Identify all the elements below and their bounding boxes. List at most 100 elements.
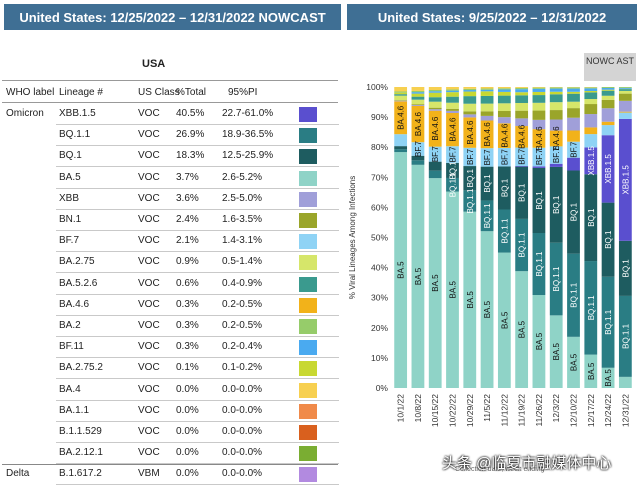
y-tick-label: 20% — [371, 323, 388, 333]
bar-segment — [584, 147, 598, 175]
segment-label: BQ.1.1 — [604, 309, 613, 334]
segment-label: BF.7 — [535, 149, 544, 166]
segment-label: BQ.1 — [449, 161, 458, 180]
table-header: WHO label Lineage # US Class %Total 95%P… — [2, 80, 338, 103]
bar-segment — [428, 109, 442, 111]
segment-label: BQ.1 — [483, 174, 492, 193]
table-row: BA.4.6 VOC 0.3% 0.2-0.5% — [2, 295, 339, 316]
table-row: Delta B.1.617.2 VBM 0.0% 0.0-0.0% — [2, 464, 339, 486]
segment-label: BA.5 — [604, 369, 613, 387]
bar-segment — [601, 89, 615, 91]
bar-segment — [428, 110, 442, 147]
segment-label: BA.4.6 — [518, 124, 527, 149]
x-tick-label: 11/26/22 — [534, 394, 544, 427]
bar-segment — [463, 211, 477, 388]
bar-segment — [411, 104, 425, 106]
bar-segment — [497, 209, 511, 253]
bar-segment — [549, 102, 563, 111]
bar-segment — [463, 190, 477, 212]
x-tick-label: 10/29/22 — [465, 394, 475, 427]
row-us-class: VOC — [138, 404, 160, 416]
x-tick-label: 10/22/22 — [448, 394, 458, 427]
row-us-class: VOC — [138, 298, 160, 310]
bar-segment — [532, 166, 546, 168]
header-lineage: Lineage # — [59, 87, 103, 98]
row-lineage: XBB.1.5 — [59, 108, 96, 119]
bar-segment — [618, 89, 632, 91]
bar-segment — [515, 118, 529, 127]
bar-segment — [549, 94, 563, 103]
lineage-color-swatch — [299, 382, 317, 398]
lineage-color-swatch — [299, 403, 317, 419]
bar-segment — [532, 95, 546, 103]
bar-segment — [549, 87, 563, 89]
x-tick-label: 10/8/22 — [413, 394, 423, 423]
lineage-color-swatch — [299, 107, 317, 122]
bar-segment — [394, 100, 408, 101]
row-lineage: BA.1.1 — [59, 404, 90, 416]
bar-segment — [480, 166, 494, 201]
variant-proportions-table: USA WHO label Lineage # US Class %Total … — [2, 52, 339, 486]
bar-segment — [584, 261, 598, 355]
bar-segment — [549, 146, 563, 164]
bar-segment — [480, 88, 494, 90]
row-divider — [56, 337, 339, 359]
row-divider — [56, 401, 339, 422]
bar-segment — [428, 87, 442, 90]
bar-segment — [584, 88, 598, 92]
lineage-color-swatch — [299, 297, 317, 313]
segment-label: BA.4.6 — [535, 126, 544, 151]
bar-segment — [463, 87, 477, 89]
x-tick-label: 11/19/22 — [517, 394, 527, 427]
row-total: 0.0% — [176, 404, 199, 416]
segment-label: BQ.1.1 — [518, 232, 527, 257]
bar-segment — [532, 91, 546, 96]
row-total: 0.3% — [176, 298, 199, 310]
bar-segment — [394, 134, 408, 147]
row-lineage: BA.2 — [59, 320, 81, 331]
bar-segment — [497, 252, 511, 388]
row-lineage: BA.2.12.1 — [59, 447, 103, 459]
header-us-class: US Class — [138, 87, 180, 98]
bar-segment — [446, 90, 459, 93]
bar-segment — [515, 147, 529, 167]
row-us-class: VOC — [138, 277, 160, 289]
row-total: 0.3% — [176, 320, 199, 331]
bar-segment — [515, 87, 529, 88]
lineage-color-swatch — [299, 340, 317, 356]
bar-segment — [567, 141, 580, 158]
row-us-class: VOC — [138, 447, 160, 459]
bar-segment — [532, 233, 546, 296]
bar-segment — [601, 135, 615, 203]
bar-segment — [463, 114, 477, 118]
segment-label: BA.4.6 — [397, 105, 406, 130]
segment-label: BQ.1 — [518, 183, 527, 202]
bar-segment — [567, 108, 580, 118]
row-us-class: VOC — [138, 426, 160, 437]
x-tick-label: 12/31/22 — [620, 394, 630, 427]
bar-segment — [394, 149, 408, 153]
bar-segment — [618, 295, 632, 377]
table-row: BA.2.12.1 VOC 0.0% 0.0-0.0% — [2, 443, 339, 465]
bar-segment — [584, 134, 598, 148]
lineage-color-swatch — [299, 128, 317, 144]
bar-segment — [497, 103, 511, 112]
table-row: BF.7 VOC 2.1% 1.4-3.1% — [2, 231, 339, 253]
bar-segment — [463, 96, 477, 104]
row-pi: 1.4-3.1% — [222, 235, 263, 247]
row-us-class: VOC — [138, 235, 160, 247]
row-lineage: BA.4.6 — [59, 298, 90, 310]
bar-segment — [515, 87, 529, 90]
row-pi: 0.2-0.5% — [222, 320, 263, 331]
segment-label: BQ.1.1 — [621, 323, 630, 348]
bar-segment — [584, 99, 598, 105]
bar-segment — [463, 91, 477, 97]
segment-label: BF.7 — [449, 146, 458, 163]
row-pi: 0.2-0.4% — [222, 341, 263, 353]
row-total: 18.3% — [176, 150, 205, 162]
bar-segment — [428, 170, 442, 179]
row-total: 0.1% — [176, 362, 199, 374]
bar-segment — [497, 95, 511, 104]
table-row: XBB VOC 3.6% 2.5-5.0% — [2, 189, 339, 210]
bar-segment — [480, 200, 494, 232]
